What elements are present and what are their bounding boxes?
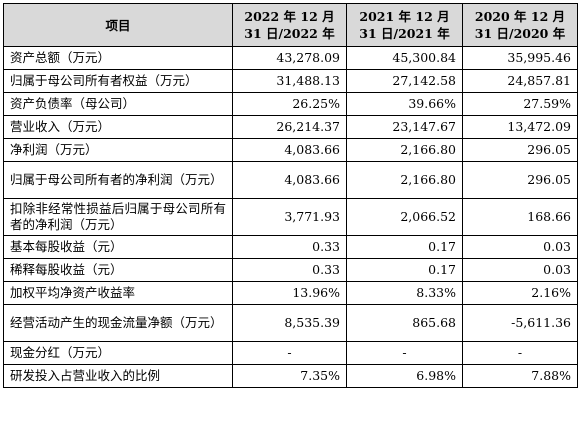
row-label: 资产总额（万元）	[3, 46, 233, 70]
header-year-line1: 2021 年 12 月	[359, 9, 450, 24]
row-value: -	[232, 341, 347, 365]
header-year-2021: 2021 年 12 月 31 日/2021 年	[346, 3, 463, 47]
row-value: 0.33	[232, 235, 347, 259]
row-value: 23,147.67	[346, 115, 463, 139]
table-row: 稀释每股收益（元） 0.33 0.17 0.03	[3, 258, 578, 282]
table-row: 研发投入占营业收入的比例 7.35% 6.98% 7.88%	[3, 364, 578, 388]
header-year-line2: 31 日/2020 年	[474, 26, 566, 41]
row-label: 净利润（万元）	[3, 138, 233, 162]
row-value: 31,488.13	[232, 69, 347, 93]
header-year-line2: 31 日/2022 年	[244, 26, 335, 41]
row-value: 0.17	[346, 258, 463, 282]
row-value: -	[346, 341, 463, 365]
row-label: 稀释每股收益（元）	[3, 258, 233, 282]
row-value: 45,300.84	[346, 46, 463, 70]
row-value: 7.88%	[462, 364, 578, 388]
row-value: 2,166.80	[346, 161, 463, 199]
row-value: 39.66%	[346, 92, 463, 116]
row-value: 26.25%	[232, 92, 347, 116]
row-value: 26,214.37	[232, 115, 347, 139]
table-row: 营业收入（万元） 26,214.37 23,147.67 13,472.09	[3, 115, 578, 139]
row-label: 资产负债率（母公司）	[3, 92, 233, 116]
row-value: 865.68	[346, 304, 463, 342]
row-label: 扣除非经常性损益后归属于母公司所有者的净利润（万元）	[3, 198, 233, 236]
row-value: 168.66	[462, 198, 578, 236]
table-row: 净利润（万元） 4,083.66 2,166.80 296.05	[3, 138, 578, 162]
header-year-2022: 2022 年 12 月 31 日/2022 年	[232, 3, 347, 47]
row-value: 27.59%	[462, 92, 578, 116]
header-year-line2: 31 日/2021 年	[359, 26, 450, 41]
row-label: 研发投入占营业收入的比例	[3, 364, 233, 388]
row-value: 4,083.66	[232, 161, 347, 199]
table-row: 资产总额（万元） 43,278.09 45,300.84 35,995.46	[3, 46, 578, 70]
table-header-row: 项目 2022 年 12 月 31 日/2022 年 2021 年 12 月 3…	[3, 3, 578, 47]
header-year-line1: 2020 年 12 月	[474, 9, 566, 24]
row-value: 8.33%	[346, 281, 463, 305]
table-row: 归属于母公司所有者权益（万元） 31,488.13 27,142.58 24,8…	[3, 69, 578, 93]
row-value: -	[462, 341, 578, 365]
row-label: 经营活动产生的现金流量净额（万元）	[3, 304, 233, 342]
table-row: 归属于母公司所有者的净利润（万元） 4,083.66 2,166.80 296.…	[3, 161, 578, 199]
table-row: 基本每股收益（元） 0.33 0.17 0.03	[3, 235, 578, 259]
row-value: 2,066.52	[346, 198, 463, 236]
row-value: 7.35%	[232, 364, 347, 388]
header-item: 项目	[3, 3, 233, 47]
row-value: 296.05	[462, 161, 578, 199]
row-value: 13.96%	[232, 281, 347, 305]
row-label: 加权平均净资产收益率	[3, 281, 233, 305]
row-value: -5,611.36	[462, 304, 578, 342]
row-value: 43,278.09	[232, 46, 347, 70]
row-value: 27,142.58	[346, 69, 463, 93]
row-value: 0.17	[346, 235, 463, 259]
row-value: 24,857.81	[462, 69, 578, 93]
row-label: 现金分红（万元）	[3, 341, 233, 365]
header-item-label: 项目	[105, 17, 131, 33]
row-label: 基本每股收益（元）	[3, 235, 233, 259]
row-value: 6.98%	[346, 364, 463, 388]
row-label: 归属于母公司所有者权益（万元）	[3, 69, 233, 93]
financial-data-table: 项目 2022 年 12 月 31 日/2022 年 2021 年 12 月 3…	[3, 3, 578, 388]
row-value: 8,535.39	[232, 304, 347, 342]
row-value: 2.16%	[462, 281, 578, 305]
header-year-2020: 2020 年 12 月 31 日/2020 年	[462, 3, 578, 47]
row-value: 2,166.80	[346, 138, 463, 162]
row-value: 13,472.09	[462, 115, 578, 139]
table-row: 加权平均净资产收益率 13.96% 8.33% 2.16%	[3, 281, 578, 305]
row-value: 35,995.46	[462, 46, 578, 70]
row-value: 4,083.66	[232, 138, 347, 162]
row-value: 296.05	[462, 138, 578, 162]
table-row: 现金分红（万元） - - -	[3, 341, 578, 365]
row-value: 0.33	[232, 258, 347, 282]
table-row: 经营活动产生的现金流量净额（万元） 8,535.39 865.68 -5,611…	[3, 304, 578, 342]
header-year-line1: 2022 年 12 月	[244, 9, 335, 24]
table-row: 扣除非经常性损益后归属于母公司所有者的净利润（万元） 3,771.93 2,06…	[3, 198, 578, 236]
row-value: 0.03	[462, 258, 578, 282]
row-label: 营业收入（万元）	[3, 115, 233, 139]
row-label: 归属于母公司所有者的净利润（万元）	[3, 161, 233, 199]
row-value: 3,771.93	[232, 198, 347, 236]
table-row: 资产负债率（母公司） 26.25% 39.66% 27.59%	[3, 92, 578, 116]
row-value: 0.03	[462, 235, 578, 259]
